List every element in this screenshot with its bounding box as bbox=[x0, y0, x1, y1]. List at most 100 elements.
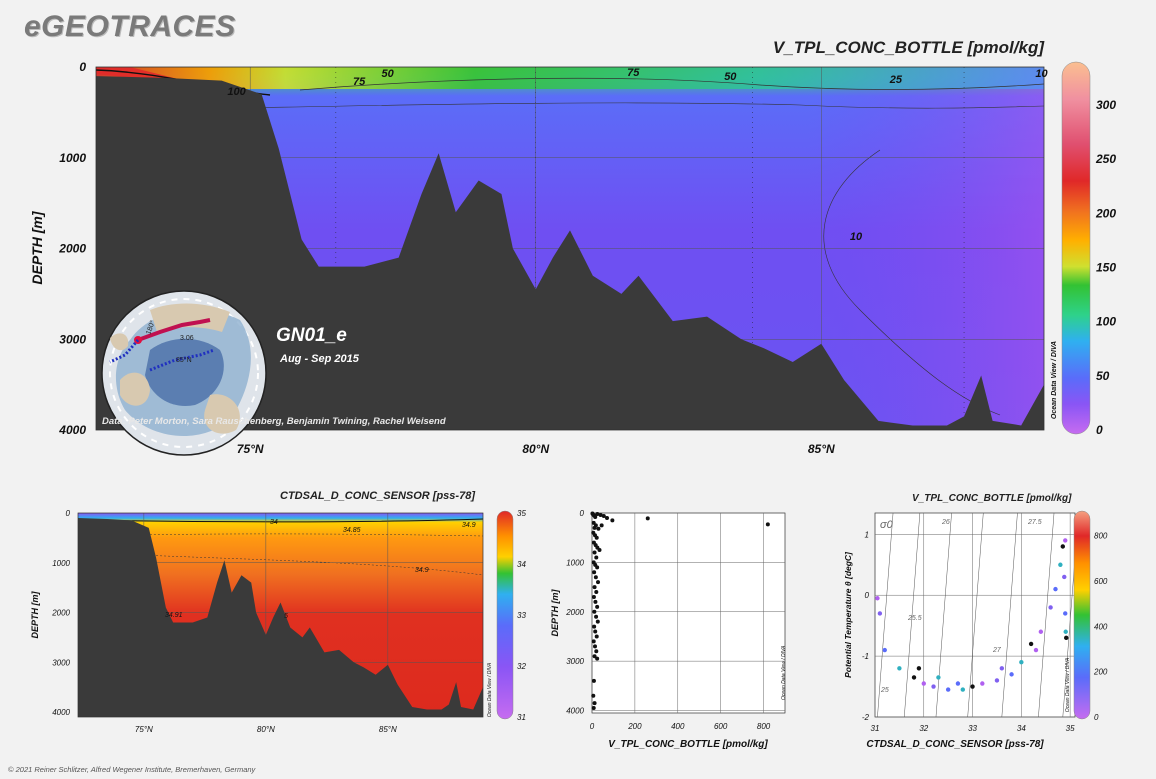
contour-label: 50 bbox=[382, 68, 395, 80]
y-tick-label: 1 bbox=[865, 530, 869, 539]
map-label: 85°N bbox=[176, 356, 192, 364]
y-tick-label: 2000 bbox=[565, 608, 584, 617]
colorbar-tick-label: 200 bbox=[1095, 206, 1116, 220]
x-tick-label: 85°N bbox=[808, 442, 835, 456]
y-tick-label: -2 bbox=[862, 713, 870, 722]
data-point bbox=[645, 516, 650, 521]
data-point bbox=[595, 604, 600, 609]
x-tick-label: 200 bbox=[627, 722, 642, 731]
isopycnal-label: 27 bbox=[992, 647, 1002, 654]
data-point bbox=[592, 701, 597, 706]
x-tick-label: 32 bbox=[919, 724, 928, 733]
contour-label: 5 bbox=[284, 613, 288, 620]
data-point bbox=[594, 555, 599, 560]
software-label: Ocean Data View / DIVA bbox=[781, 645, 787, 700]
data-point bbox=[1064, 635, 1069, 641]
data-point bbox=[591, 639, 596, 644]
data-point bbox=[1028, 641, 1034, 647]
colorbar-tick-label: 35 bbox=[517, 509, 526, 518]
data-point bbox=[1063, 611, 1068, 616]
data-point bbox=[1063, 538, 1068, 543]
data-point bbox=[1062, 574, 1067, 580]
plot-frame bbox=[591, 512, 786, 714]
brand-title: eGEOTRACES bbox=[24, 10, 236, 43]
data-point bbox=[594, 649, 599, 654]
data-point bbox=[592, 624, 597, 629]
software-label: Ocean Data View / DIVA bbox=[487, 662, 493, 717]
x-tick-label: 0 bbox=[590, 722, 595, 731]
contour-label: 100 bbox=[227, 86, 246, 98]
y-tick-label: -1 bbox=[862, 652, 869, 661]
data-point bbox=[591, 678, 596, 683]
ts-scatter-chart: -2 -1 0 1 31 32 33 34 35 σ0 25 25.5 26 27 27.5 Poten… bbox=[843, 510, 1108, 750]
data-point bbox=[595, 619, 600, 624]
y-tick-label: 1000 bbox=[59, 151, 86, 165]
colorbar-tick-label: 34 bbox=[517, 560, 526, 569]
data-point bbox=[592, 570, 597, 575]
colorbar-tick-label: 32 bbox=[517, 662, 526, 671]
contour-line bbox=[129, 533, 483, 537]
software-label: Ocean Data View / DIVA bbox=[1065, 657, 1071, 712]
y-tick-label: 0 bbox=[79, 60, 86, 74]
data-point bbox=[601, 513, 606, 518]
station-map-inset: 3.06 180° 85°N bbox=[101, 290, 267, 456]
data-point bbox=[882, 647, 887, 653]
colorbar-tick-label: 31 bbox=[517, 713, 526, 722]
x-tick-label: 75°N bbox=[237, 442, 264, 456]
data-point bbox=[1048, 605, 1053, 610]
data-point bbox=[593, 514, 598, 519]
data-point bbox=[1053, 586, 1058, 592]
contour-label: 34.9 bbox=[415, 567, 429, 574]
isopycnal-label: 25 bbox=[880, 687, 889, 694]
data-point bbox=[1019, 659, 1024, 665]
y-tick-label: 3000 bbox=[59, 332, 86, 346]
data-point bbox=[945, 687, 951, 692]
isopycnal-line bbox=[1038, 512, 1055, 718]
data-point bbox=[980, 681, 985, 686]
colorbar bbox=[496, 510, 514, 720]
x-tick-label: 85°N bbox=[379, 725, 397, 734]
data-point bbox=[999, 666, 1005, 671]
y-axis-label: DEPTH [m] bbox=[550, 588, 560, 636]
data-point bbox=[594, 535, 599, 540]
y-tick-label: 1000 bbox=[52, 559, 70, 568]
data-point bbox=[1033, 647, 1039, 653]
data-point bbox=[875, 596, 880, 601]
data-point bbox=[610, 518, 615, 523]
x-tick-label: 75°N bbox=[135, 725, 153, 734]
data-point bbox=[596, 580, 601, 585]
data-point bbox=[897, 666, 902, 671]
plot-frame bbox=[874, 512, 1076, 718]
map-label: 3.06 bbox=[180, 335, 194, 342]
data-point bbox=[936, 675, 941, 680]
data-point bbox=[594, 590, 599, 595]
data-point bbox=[765, 522, 770, 527]
y-axis-label: Potential Temperature θ [degC] bbox=[843, 551, 853, 678]
plot-frame bbox=[95, 66, 1045, 431]
x-tick-label: 800 bbox=[757, 722, 771, 731]
contour-label: 34 bbox=[270, 519, 278, 526]
data-point bbox=[916, 666, 922, 671]
isopycnal-label: 26 bbox=[941, 519, 950, 526]
data-point bbox=[593, 575, 598, 580]
y-tick-label: 4000 bbox=[52, 708, 70, 717]
y-tick-label: 3000 bbox=[566, 657, 584, 666]
colorbar-tick-label: 300 bbox=[1096, 98, 1116, 112]
data-point bbox=[911, 675, 917, 680]
data-point bbox=[593, 599, 598, 604]
ts-chart-title: V_TPL_CONC_BOTTLE [pmol/kg] bbox=[912, 493, 1072, 504]
contour-label: 50 bbox=[724, 71, 737, 83]
data-point bbox=[592, 550, 597, 555]
y-tick-label: 1000 bbox=[566, 558, 584, 567]
colorbar bbox=[1073, 510, 1091, 720]
y-axis-label: DEPTH [m] bbox=[29, 210, 45, 284]
x-tick-label: 34 bbox=[1017, 724, 1026, 733]
seafloor-bathymetry bbox=[96, 76, 1044, 430]
isopycnal-line bbox=[967, 512, 984, 718]
contour-label: 10 bbox=[850, 231, 863, 243]
plot-frame bbox=[77, 512, 484, 718]
y-tick-label: 3000 bbox=[52, 658, 70, 667]
x-axis-label: CTDSAL_D_CONC_SENSOR [pss-78] bbox=[866, 739, 1044, 750]
isopycnal-label: σ0 bbox=[880, 519, 894, 531]
salinity-section-chart: 0 1000 2000 3000 4000 75°N 80°N 85°N DEPTH [m]… bbox=[30, 509, 526, 734]
